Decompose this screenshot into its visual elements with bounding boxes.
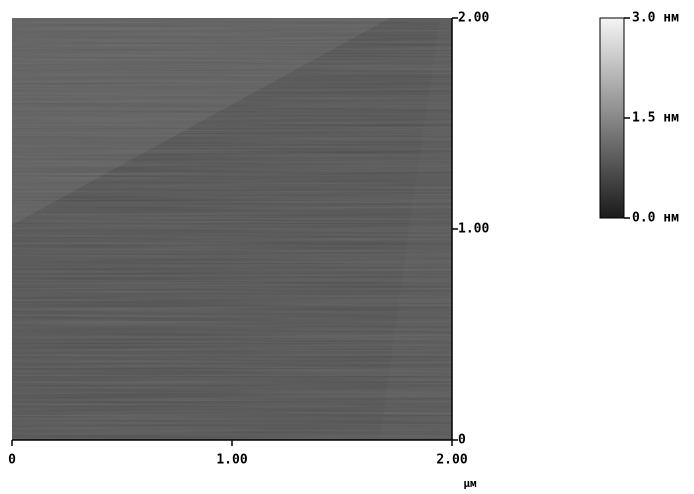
x-tick-label: 1.00	[216, 453, 247, 468]
colorbar-tick-label: 0.0 нм	[632, 211, 679, 226]
chart: μм 0 1.00 2.00 0 1.00 2.00 3.0 нм 1.5 нм 0.0 нм	[0, 0, 694, 490]
x-tick-label: 0	[8, 453, 16, 468]
page: μм 01.002.0001.002.003.0 нм1.5 нм0.0 нм …	[0, 0, 694, 494]
x-axis-label: μм	[463, 477, 477, 490]
y-tick-label: 0	[458, 433, 466, 448]
colorbar-tick-label: 3.0 нм	[632, 11, 679, 26]
texture	[12, 18, 452, 440]
y-tick-label: 2.00	[458, 11, 489, 26]
x-tick-label: 2.00	[436, 453, 467, 468]
colorbar-tick-label: 1.5 нм	[632, 111, 679, 126]
colorbar	[600, 18, 624, 218]
y-tick-label: 1.00	[458, 222, 489, 237]
